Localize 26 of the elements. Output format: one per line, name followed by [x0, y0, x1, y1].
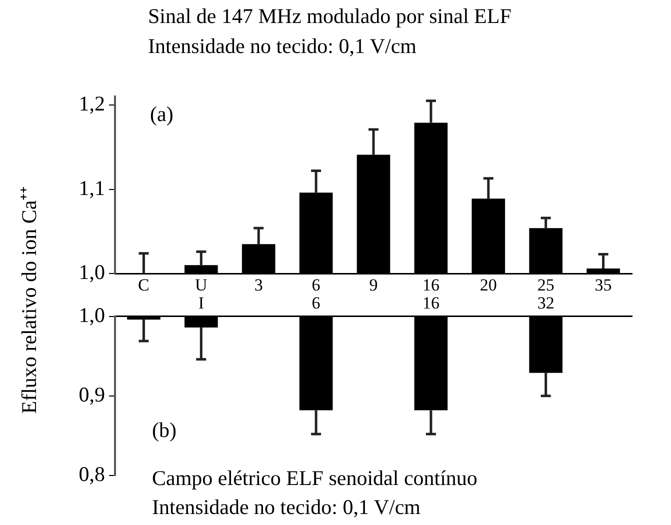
chart-subtitle: Intensidade no tecido: 0,1 V/cm — [148, 34, 416, 59]
y-tick-label: 1,2 — [78, 92, 105, 116]
x-tick-label: 20 — [480, 275, 497, 294]
x-tick-label: 16 — [422, 275, 440, 294]
x-tick-label: 9 — [369, 275, 378, 294]
x-tick-label: 6 — [312, 275, 320, 294]
annotation: (b) — [152, 418, 176, 443]
y-tick-label: 0,9 — [78, 382, 105, 406]
annotation: (a) — [150, 102, 174, 127]
chart-title: Sinal de 147 MHz modulado por sinal ELF — [148, 4, 512, 29]
y-tick-label: 1,1 — [78, 176, 105, 200]
x-tick-label: 16 — [422, 294, 440, 313]
x-tick-label: C — [138, 275, 150, 294]
x-tick-label: 35 — [594, 275, 612, 294]
x-tick-label: 3 — [254, 275, 263, 294]
x-tick-label: 6 — [312, 294, 320, 313]
y-tick-label: 1,0 — [78, 302, 105, 327]
y-axis-title: Efluxo relativo do ion Ca⁺⁺ — [16, 186, 42, 414]
text: Intensidade no tecido: 0,1 V/cm — [152, 495, 420, 520]
y-tick-label: 1,0 — [78, 260, 105, 284]
x-tick-label: U — [195, 275, 208, 294]
y-tick-label: 0,8 — [78, 462, 105, 486]
x-tick-label: 32 — [537, 294, 554, 313]
text: Campo elétrico ELF senoidal contínuo — [152, 466, 478, 491]
x-tick-label: 25 — [537, 275, 554, 294]
x-tick-label: I — [198, 294, 204, 313]
